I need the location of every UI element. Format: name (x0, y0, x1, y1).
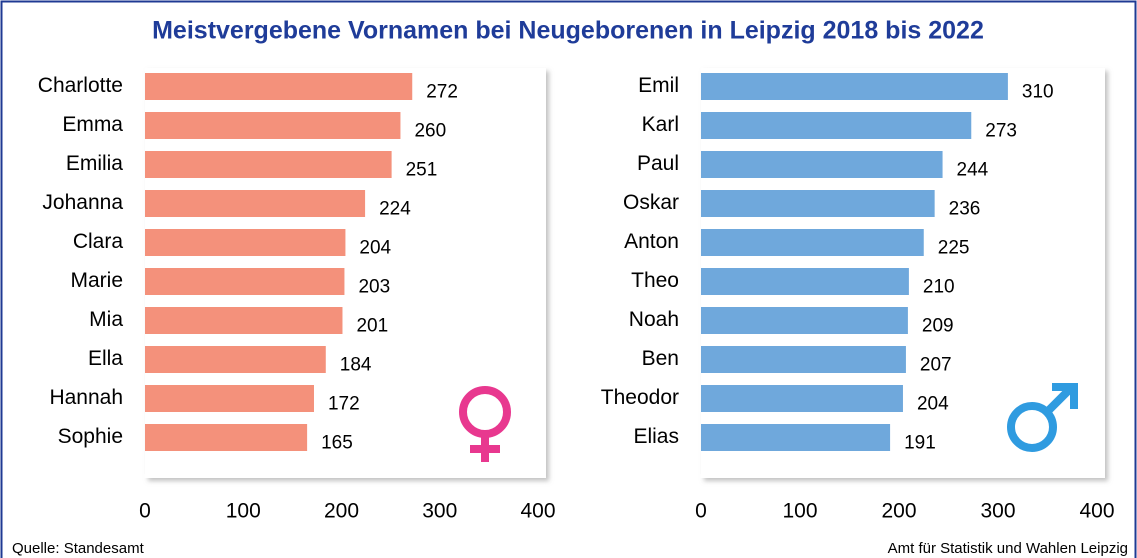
x-tick-label: 200 (324, 500, 359, 523)
bar (701, 112, 972, 139)
value-label: 260 (414, 121, 446, 142)
x-tick-label: 300 (422, 500, 457, 523)
value-label: 204 (917, 394, 949, 415)
category-label: Ben (642, 347, 679, 370)
bar (145, 268, 345, 295)
category-label: Karl (642, 113, 679, 136)
chart-title: Meistvergebene Vornamen bei Neugeborenen… (152, 17, 984, 45)
bar (701, 73, 1008, 100)
value-label: 203 (358, 277, 390, 298)
value-label: 201 (356, 316, 388, 337)
bar (145, 151, 392, 178)
category-label: Elias (633, 425, 679, 448)
female-symbol (459, 386, 511, 462)
value-label: 236 (949, 199, 981, 220)
category-label: Noah (629, 308, 679, 331)
value-label: 210 (923, 277, 955, 298)
category-label: Emma (62, 113, 123, 136)
bar (145, 112, 401, 139)
category-label: Emil (638, 74, 679, 97)
bar (701, 268, 909, 295)
male-symbol (1007, 383, 1078, 452)
category-label: Oskar (623, 191, 679, 214)
value-label: 207 (920, 355, 952, 376)
source: Quelle: Standesamt (12, 540, 145, 557)
bar (701, 229, 924, 256)
bar (701, 346, 906, 373)
credit: Amt für Statistik und Wahlen Leipzig (888, 540, 1128, 557)
category-label: Emilia (66, 152, 123, 175)
bar (145, 229, 346, 256)
bar (145, 424, 308, 451)
value-label: 225 (938, 238, 970, 259)
x-tick-label: 400 (520, 500, 555, 523)
value-label: 272 (426, 82, 458, 103)
bar (701, 424, 891, 451)
value-label: 273 (985, 121, 1017, 142)
value-label: 310 (1022, 82, 1054, 103)
bar (145, 73, 413, 100)
value-label: 224 (379, 199, 411, 220)
bar (145, 190, 366, 217)
category-label: Mia (89, 308, 123, 331)
value-label: 251 (406, 160, 438, 181)
category-label: Marie (70, 269, 123, 292)
x-tick-label: 200 (881, 500, 916, 523)
bar (145, 346, 326, 373)
value-label: 184 (340, 355, 372, 376)
value-label: 165 (321, 433, 353, 454)
category-label: Ella (88, 347, 123, 370)
category-label: Charlotte (38, 74, 123, 97)
x-tick-label: 300 (980, 500, 1015, 523)
bar (701, 190, 935, 217)
bar (145, 307, 343, 334)
x-tick-label: 100 (226, 500, 261, 523)
bar (145, 385, 314, 412)
x-tick-label: 0 (695, 500, 707, 523)
bar (701, 151, 943, 178)
bar (701, 307, 908, 334)
value-label: 172 (328, 394, 360, 415)
value-label: 204 (359, 238, 391, 259)
category-label: Theo (631, 269, 679, 292)
value-label: 191 (904, 433, 936, 454)
category-label: Clara (73, 230, 124, 253)
x-tick-label: 0 (139, 500, 151, 523)
category-label: Paul (637, 152, 679, 175)
x-tick-label: 100 (782, 500, 817, 523)
bar (701, 385, 903, 412)
category-label: Sophie (58, 425, 123, 448)
value-label: 244 (957, 160, 989, 181)
category-label: Johanna (42, 191, 123, 214)
x-tick-label: 400 (1079, 500, 1114, 523)
category-label: Anton (624, 230, 679, 253)
category-label: Hannah (49, 386, 123, 409)
category-label: Theodor (601, 386, 679, 409)
value-label: 209 (922, 316, 954, 337)
